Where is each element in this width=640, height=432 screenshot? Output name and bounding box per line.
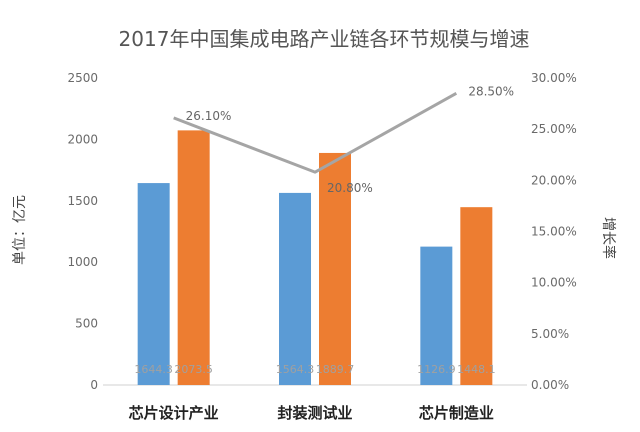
y-tick-label: 2000 bbox=[67, 132, 98, 146]
bar-series2-2 bbox=[319, 152, 351, 385]
category-label: 封装测试业 bbox=[277, 404, 352, 422]
bar-value-label: 1126.9 bbox=[417, 363, 456, 376]
y-tick-label: 1500 bbox=[67, 194, 98, 208]
bar-series2-1 bbox=[177, 130, 210, 385]
y-tick-label: 0 bbox=[90, 378, 98, 392]
y-tick-label: 2500 bbox=[67, 71, 98, 85]
category-label: 芯片设计产业 bbox=[129, 404, 219, 422]
y-tick-label: 1000 bbox=[67, 255, 98, 269]
y2-tick-label: 30.00% bbox=[531, 71, 577, 85]
y2-tick-label: 25.00% bbox=[531, 122, 577, 136]
growth-line bbox=[173, 92, 458, 174]
bar-series2-3 bbox=[460, 207, 493, 385]
bar-value-label: 1448.1 bbox=[457, 363, 496, 376]
growth-line-group: 26.10% 20.80% 28.50% bbox=[173, 84, 514, 195]
y2-axis-ticks: 0.00% 5.00% 10.00% 15.00% 20.00% 25.00% 30.00% bbox=[531, 71, 577, 392]
growth-label: 26.10% bbox=[186, 109, 232, 123]
growth-label: 28.50% bbox=[468, 84, 514, 98]
y-axis-title: 单位：亿元 bbox=[12, 195, 28, 265]
bar-series1-3 bbox=[420, 246, 453, 385]
y-tick-label: 500 bbox=[75, 317, 98, 331]
bar-value-label: 1644.3 bbox=[134, 363, 173, 376]
category-label: 芯片制造业 bbox=[419, 404, 494, 422]
category-labels: 芯片设计产业 封装测试业 芯片制造业 bbox=[129, 404, 494, 422]
y2-tick-label: 20.00% bbox=[531, 173, 577, 187]
y2-tick-label: 15.00% bbox=[531, 225, 577, 239]
y2-tick-label: 10.00% bbox=[531, 276, 577, 290]
growth-label: 20.80% bbox=[327, 181, 373, 195]
y-axis-ticks: 0 500 1000 1500 2000 2500 bbox=[67, 71, 98, 392]
bar-value-label: 2073.5 bbox=[174, 363, 213, 376]
bar-series1-1 bbox=[137, 183, 170, 385]
bar-value-label: 1889.7 bbox=[316, 363, 355, 376]
chart-title: 2017年中国集成电路产业链各环节规模与增速 bbox=[119, 27, 530, 51]
bar-series1-2 bbox=[279, 192, 311, 385]
bars-group: 1644.3 2073.5 1564.3 1889.7 1126.9 1448.1 bbox=[134, 130, 496, 385]
y2-axis-title: 增长率 bbox=[600, 217, 617, 259]
y2-tick-label: 5.00% bbox=[531, 327, 569, 341]
y2-tick-label: 0.00% bbox=[531, 378, 569, 392]
bar-value-label: 1564.3 bbox=[276, 363, 315, 376]
